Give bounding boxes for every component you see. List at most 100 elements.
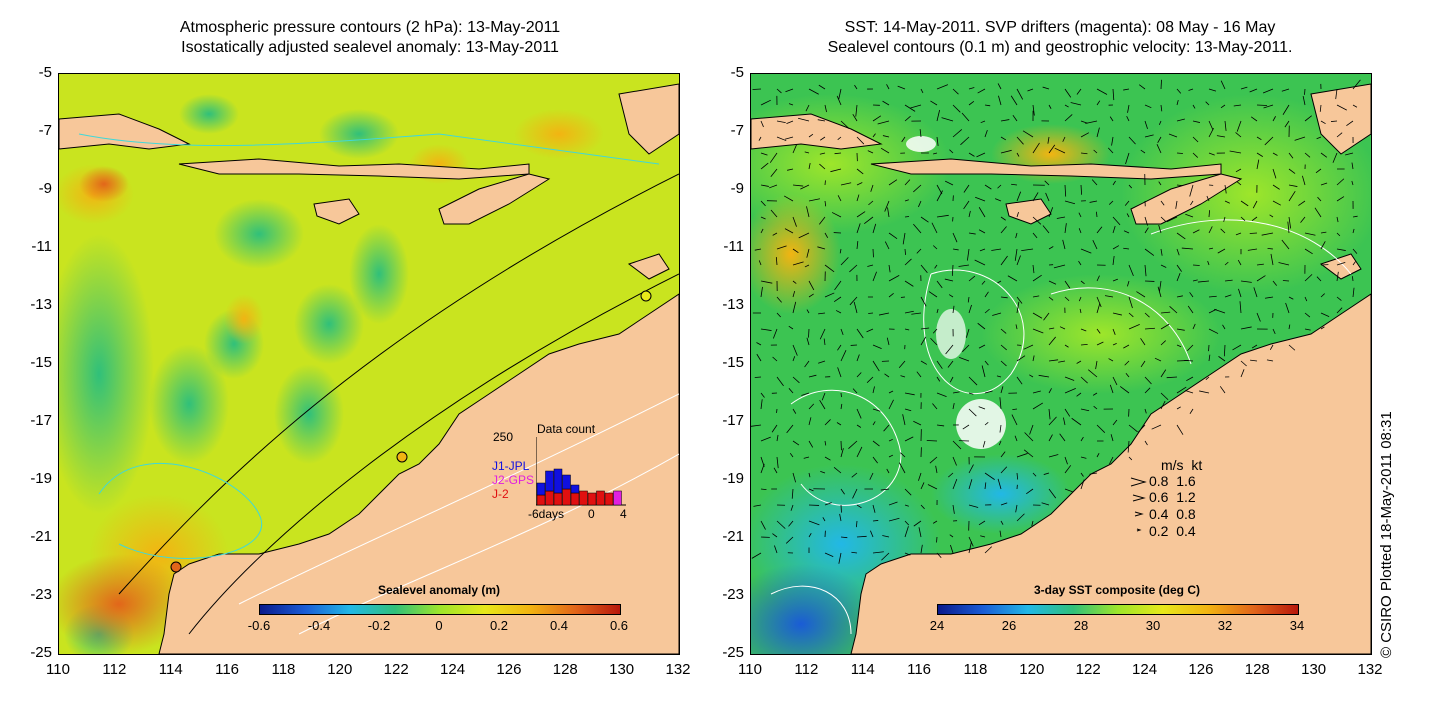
velocity-legend-row: 0.6 1.2 bbox=[1149, 489, 1196, 505]
velocity-vector bbox=[1224, 279, 1233, 282]
velocity-vector bbox=[785, 536, 794, 544]
right-map[interactable]: m/s kt 0.8 1.6 0.6 1.2 0.4 0.8 0.2 0.4 3… bbox=[750, 73, 1372, 655]
velocity-vector bbox=[870, 530, 874, 538]
velocity-vector bbox=[776, 296, 782, 303]
velocity-vector bbox=[808, 280, 815, 291]
left-colorbar-tick: -0.6 bbox=[247, 618, 271, 633]
velocity-vector bbox=[920, 296, 927, 307]
velocity-vector bbox=[1064, 408, 1071, 417]
velocity-vector bbox=[872, 504, 876, 513]
velocity-vector bbox=[756, 353, 762, 362]
velocity-vector bbox=[808, 198, 821, 202]
velocity-vector bbox=[1064, 200, 1076, 205]
velocity-vector bbox=[1080, 248, 1092, 254]
anomaly-blob bbox=[149, 344, 229, 464]
velocity-vector bbox=[856, 168, 864, 175]
sst-blob bbox=[1121, 94, 1371, 294]
velocity-vector bbox=[1159, 280, 1162, 292]
velocity-vector bbox=[936, 424, 945, 427]
velocity-vector bbox=[1218, 356, 1226, 362]
velocity-vector bbox=[1176, 248, 1180, 256]
velocity-vector bbox=[1281, 88, 1290, 92]
land-island-chain bbox=[178, 158, 530, 180]
velocity-vector bbox=[978, 406, 986, 410]
velocity-vector bbox=[1137, 424, 1146, 433]
velocity-vector bbox=[920, 216, 929, 223]
left-map[interactable]: Data count 250 J1-JPL J2-GPS J-2 -6days … bbox=[58, 73, 680, 655]
velocity-vector bbox=[1126, 213, 1130, 218]
velocity-vector bbox=[1304, 152, 1311, 158]
velocity-vector bbox=[1272, 200, 1281, 206]
velocity-vector bbox=[758, 136, 762, 141]
velocity-vector bbox=[1208, 328, 1219, 334]
velocity-vector bbox=[1042, 86, 1050, 90]
latitude-tick: -5 bbox=[38, 64, 52, 81]
velocity-vector bbox=[856, 182, 863, 186]
velocity-vector bbox=[856, 372, 862, 378]
velocity-vector bbox=[1189, 292, 1194, 298]
velocity-vector bbox=[1160, 248, 1163, 256]
velocity-vector bbox=[904, 199, 909, 202]
velocity-vector bbox=[1304, 312, 1311, 318]
velocity-vector bbox=[824, 200, 827, 207]
velocity-vector bbox=[856, 194, 860, 202]
velocity-vector bbox=[1185, 213, 1194, 218]
velocity-vector bbox=[888, 439, 893, 442]
velocity-vector bbox=[1070, 102, 1082, 106]
velocity-vector bbox=[1064, 114, 1073, 122]
velocity-vector bbox=[913, 223, 922, 234]
white-contour bbox=[238, 393, 679, 605]
velocity-vector bbox=[1026, 488, 1034, 495]
velocity-vector bbox=[872, 421, 876, 426]
velocity-vector bbox=[904, 526, 909, 538]
velocity-vector bbox=[952, 504, 955, 514]
velocity-vector bbox=[1304, 88, 1306, 95]
velocity-vector bbox=[1032, 142, 1040, 154]
inset-ymax: 250 bbox=[493, 430, 514, 444]
velocity-vector bbox=[888, 501, 898, 506]
velocity-vector bbox=[968, 479, 973, 490]
velocity-vector bbox=[918, 527, 922, 538]
velocity-vector bbox=[1176, 272, 1181, 282]
velocity-vector bbox=[1192, 323, 1196, 330]
velocity-vector bbox=[1015, 232, 1018, 239]
velocity-vector bbox=[821, 392, 826, 401]
velocity-vector bbox=[982, 440, 986, 448]
velocity-vector bbox=[1288, 344, 1296, 351]
sst-blob bbox=[751, 194, 841, 314]
velocity-vector bbox=[1110, 434, 1114, 442]
velocity-vector bbox=[840, 488, 845, 495]
velocity-vector bbox=[1261, 232, 1274, 236]
velocity-vector bbox=[839, 513, 842, 522]
velocity-vector bbox=[840, 536, 848, 539]
velocity-vector bbox=[1091, 179, 1098, 186]
velocity-vector bbox=[840, 257, 849, 266]
velocity-vector bbox=[1192, 152, 1199, 158]
velocity-vector bbox=[947, 360, 954, 368]
right-colorbar-tick: 24 bbox=[929, 618, 945, 633]
tide-gauge-station bbox=[396, 451, 408, 463]
velocity-vector bbox=[808, 488, 814, 492]
velocity-vector bbox=[792, 280, 797, 284]
velocity-vector bbox=[1144, 387, 1151, 394]
velocity-vector bbox=[1048, 280, 1057, 285]
velocity-vector bbox=[1112, 225, 1116, 234]
pressure-contour bbox=[188, 273, 679, 635]
velocity-vector bbox=[1302, 175, 1306, 186]
cloud-patch bbox=[936, 309, 966, 359]
velocity-vector bbox=[872, 551, 884, 554]
velocity-vector bbox=[1016, 376, 1023, 385]
velocity-vector bbox=[760, 228, 764, 234]
velocity-vector bbox=[880, 488, 890, 491]
velocity-vector bbox=[968, 275, 976, 282]
velocity-vector bbox=[934, 264, 938, 269]
velocity-vector bbox=[949, 149, 954, 154]
velocity-vector bbox=[835, 310, 842, 314]
velocity-vector bbox=[776, 312, 781, 318]
longitude-tick: 132 bbox=[665, 661, 691, 678]
velocity-vector bbox=[1032, 390, 1041, 394]
velocity-vector bbox=[1016, 88, 1024, 100]
velocity-vector bbox=[1016, 453, 1028, 458]
inset-bars bbox=[536, 437, 626, 506]
velocity-vector bbox=[839, 248, 842, 254]
